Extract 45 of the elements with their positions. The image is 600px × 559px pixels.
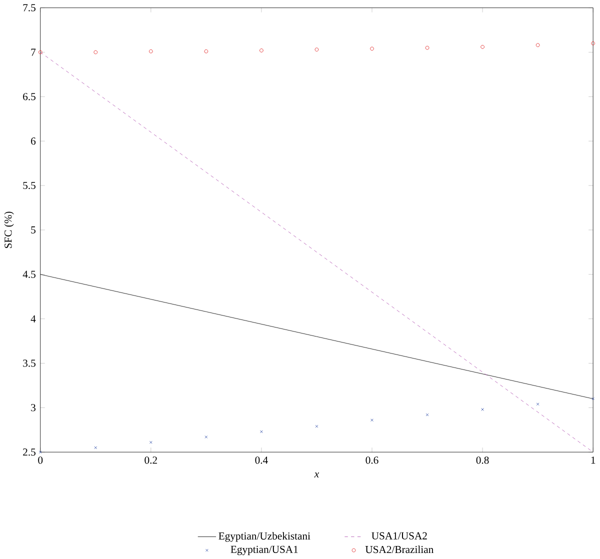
- point: [425, 46, 430, 50]
- y-tick-label: 3.5: [23, 360, 36, 367]
- y-axis-title: SFC (%): [4, 212, 14, 248]
- point: [370, 46, 374, 50]
- point: [94, 50, 98, 54]
- y-tick-label: 2.5: [23, 448, 36, 456]
- point: [260, 430, 263, 433]
- point: [204, 435, 208, 438]
- y-tick-label: 5.5: [23, 182, 36, 189]
- point: [38, 450, 42, 454]
- point: [370, 418, 374, 422]
- y-tick-label: 4.5: [22, 270, 36, 278]
- legend-label: Egyptian/Uzbekistani: [218, 532, 310, 542]
- y-tick-label: 3: [31, 404, 36, 412]
- point: [149, 440, 152, 444]
- y-tick-label: 5: [31, 226, 36, 234]
- x-tick-label: 1: [591, 456, 596, 464]
- point: [314, 48, 319, 52]
- x-tick-label: 0.6: [366, 456, 378, 464]
- point: [148, 49, 153, 54]
- y-tick-label: 6.5: [23, 92, 36, 100]
- point: [591, 41, 596, 46]
- legend-label: Egyptian/USA1: [230, 546, 298, 556]
- point: [481, 408, 484, 411]
- x-tick-label: 0.2: [144, 456, 157, 464]
- legend-label: USA1/USA2: [372, 532, 427, 540]
- y-tick-label: 4: [30, 315, 36, 322]
- x-tick-label: 0: [38, 456, 43, 464]
- legend-label: USA2/Brazilian: [365, 546, 434, 554]
- y-tick-label: 6: [31, 137, 36, 145]
- point: [592, 397, 595, 400]
- point: [480, 44, 484, 49]
- x-axis-title: x: [314, 472, 320, 478]
- point: [38, 50, 42, 54]
- y-tick-label: 7: [31, 48, 36, 56]
- x-tick-label: 0.4: [255, 456, 268, 464]
- y-tick-label: 7.5: [23, 4, 36, 12]
- point: [536, 402, 540, 406]
- point: [204, 49, 208, 54]
- point: [536, 43, 540, 47]
- point: [315, 424, 318, 428]
- point: [94, 446, 98, 449]
- point: [426, 413, 429, 416]
- x-tick-label: 0.8: [476, 456, 489, 464]
- point: [260, 48, 264, 52]
